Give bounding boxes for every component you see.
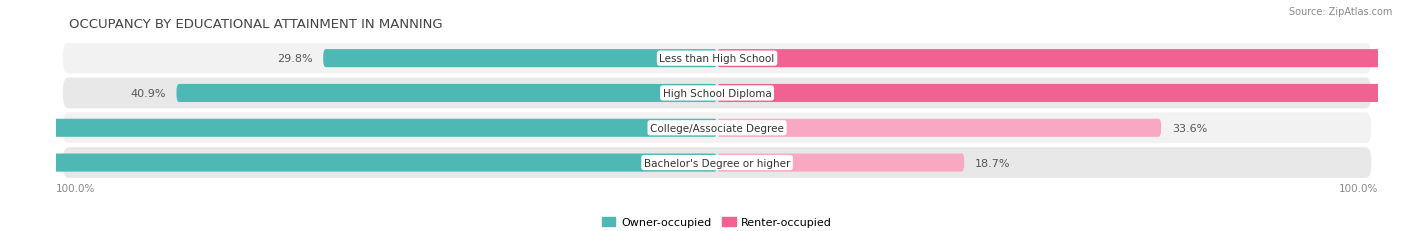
Legend: Owner-occupied, Renter-occupied: Owner-occupied, Renter-occupied (602, 217, 832, 227)
Text: 29.8%: 29.8% (277, 54, 312, 64)
FancyBboxPatch shape (0, 119, 717, 137)
FancyBboxPatch shape (63, 78, 1371, 109)
FancyBboxPatch shape (63, 44, 1371, 74)
Text: 40.9%: 40.9% (131, 88, 166, 99)
Text: 33.6%: 33.6% (1171, 123, 1206, 133)
Text: Source: ZipAtlas.com: Source: ZipAtlas.com (1288, 7, 1392, 17)
Text: OCCUPANCY BY EDUCATIONAL ATTAINMENT IN MANNING: OCCUPANCY BY EDUCATIONAL ATTAINMENT IN M… (69, 18, 443, 30)
Text: 100.0%: 100.0% (56, 183, 96, 193)
FancyBboxPatch shape (717, 154, 965, 172)
FancyBboxPatch shape (717, 85, 1406, 103)
FancyBboxPatch shape (177, 85, 717, 103)
Text: Bachelor's Degree or higher: Bachelor's Degree or higher (644, 158, 790, 168)
FancyBboxPatch shape (717, 50, 1406, 68)
Text: College/Associate Degree: College/Associate Degree (650, 123, 785, 133)
Text: 100.0%: 100.0% (1339, 183, 1378, 193)
FancyBboxPatch shape (0, 154, 717, 172)
FancyBboxPatch shape (323, 50, 717, 68)
FancyBboxPatch shape (63, 113, 1371, 143)
FancyBboxPatch shape (717, 119, 1161, 137)
Text: Less than High School: Less than High School (659, 54, 775, 64)
Text: 18.7%: 18.7% (974, 158, 1011, 168)
Text: High School Diploma: High School Diploma (662, 88, 772, 99)
FancyBboxPatch shape (63, 148, 1371, 178)
